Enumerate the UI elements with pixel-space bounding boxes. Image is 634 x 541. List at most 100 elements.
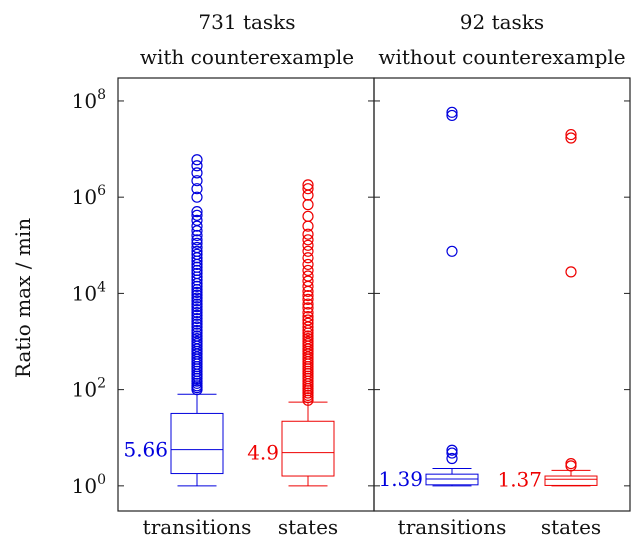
outlier-point: [302, 239, 314, 251]
outlier-point: [191, 160, 203, 172]
outlier-point: [302, 335, 314, 348]
panel-2-title-line1: 92 tasks: [460, 10, 544, 34]
box-marks: 5.66 4.9 1.39 1.37: [123, 106, 598, 491]
outlier-point: [446, 245, 458, 257]
outlier-point: [565, 457, 577, 470]
outlier-point: [302, 330, 314, 342]
outlier-point: [191, 318, 203, 330]
outlier-point: [302, 264, 314, 277]
outlier-point: [302, 179, 314, 191]
outlier-point: [191, 295, 203, 307]
outlier-point: [302, 245, 314, 257]
outlier-point: [446, 109, 458, 122]
outlier-point: [191, 234, 203, 246]
outlier-point: [191, 286, 203, 298]
outlier-point: [302, 317, 314, 329]
box-transitions: [170, 412, 224, 475]
outlier-point: [302, 210, 314, 222]
outlier-point: [565, 128, 577, 141]
panel-1-title-line2: with counterexample: [140, 45, 354, 69]
outlier-point: [446, 106, 458, 118]
x-tick-label: transitions: [398, 515, 507, 539]
panel-2-frame: [373, 77, 631, 512]
outlier-point: [191, 209, 203, 221]
median-label: 4.9: [247, 441, 279, 465]
outlier-point: [302, 351, 314, 363]
outlier-point: [191, 191, 203, 203]
outlier-point: [191, 327, 203, 339]
outlier-point: [191, 245, 203, 257]
outlier-point: [191, 237, 203, 249]
outlier-point: [191, 241, 203, 254]
box-states: [544, 475, 598, 486]
outlier-point: [446, 444, 458, 456]
outlier-point: [191, 167, 203, 179]
outlier-point: [191, 154, 203, 166]
median-label: 1.39: [378, 467, 423, 491]
outlier-point: [565, 266, 577, 278]
outlier-point: [191, 301, 203, 313]
outlier-point: [191, 292, 203, 304]
outlier-point: [446, 447, 458, 459]
x-tick-label: transitions: [143, 515, 252, 539]
median-label: 1.37: [497, 467, 542, 491]
y-axis-ticks: 100 102 104 106 108: [72, 87, 630, 498]
median-label: 5.66: [123, 438, 168, 462]
outlier-point: [302, 270, 314, 282]
outlier-point: [191, 324, 203, 337]
outlier-point: [191, 267, 203, 280]
outlier-point: [191, 321, 203, 333]
outlier-point: [191, 315, 203, 328]
outlier-point: [302, 332, 314, 345]
outlier-point: [191, 248, 203, 260]
outlier-point: [191, 298, 203, 310]
outlier-point: [565, 460, 577, 472]
outlier-point: [302, 258, 314, 271]
y-tick-label: 100: [72, 472, 106, 498]
panel-2-title-line2: without counterexample: [378, 45, 625, 69]
outlier-point: [446, 452, 458, 465]
outlier-point: [302, 302, 314, 314]
y-tick-label: 106: [72, 183, 106, 209]
outlier-point: [191, 332, 203, 345]
outlier-point: [191, 335, 203, 348]
x-axis-labels: transitions states transitions states: [143, 515, 602, 539]
outlier-point: [302, 314, 314, 326]
outlier-point: [565, 132, 577, 144]
panel-1-title-line1: 731 tasks: [198, 10, 295, 34]
outlier-point: [302, 275, 314, 287]
outlier-point: [191, 304, 203, 316]
outlier-point: [191, 309, 203, 321]
outlier-point: [302, 290, 314, 302]
outlier-point: [191, 229, 203, 242]
y-tick-label: 108: [72, 87, 106, 113]
outlier-point: [191, 183, 203, 195]
outlier-point: [191, 351, 203, 363]
outlier-point: [191, 289, 203, 301]
outlier-point: [191, 214, 203, 226]
box-states: [281, 420, 335, 477]
outlier-point: [302, 306, 314, 319]
y-tick-label: 102: [72, 376, 106, 402]
outlier-point: [302, 228, 314, 240]
outlier-point: [302, 310, 314, 323]
y-axis-label: Ratio max / min: [11, 218, 35, 378]
outlier-point: [302, 199, 314, 211]
outlier-point: [191, 220, 203, 232]
outlier-point: [302, 293, 314, 306]
box-transitions: [425, 473, 479, 486]
outlier-point: [302, 298, 314, 310]
outlier-point: [191, 206, 203, 218]
x-tick-label: states: [278, 515, 338, 539]
outlier-point: [191, 175, 203, 187]
y-tick-label: 104: [72, 279, 106, 305]
outlier-point: [302, 183, 314, 195]
outlier-point: [302, 252, 314, 264]
x-tick-label: states: [541, 515, 601, 539]
outlier-point: [191, 330, 203, 342]
outlier-point: [191, 312, 203, 325]
outlier-point: [191, 306, 203, 319]
outlier-point: [191, 264, 203, 277]
outlier-point: [302, 234, 314, 246]
